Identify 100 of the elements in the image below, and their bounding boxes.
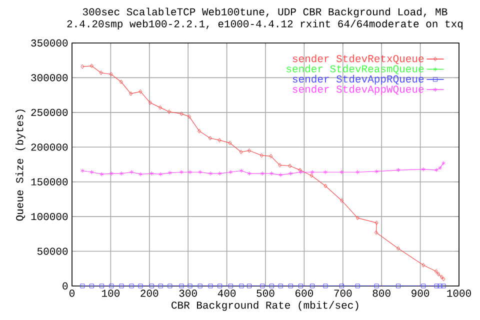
point [89, 284, 94, 288]
point [228, 284, 233, 288]
point [396, 284, 400, 288]
point [100, 172, 104, 176]
point [188, 114, 192, 119]
point [288, 164, 292, 168]
x-axis-title: CBR Background Rate (mbit/sec) [172, 301, 358, 311]
point [288, 284, 293, 288]
point [374, 284, 379, 288]
point [228, 170, 233, 174]
point [239, 284, 244, 288]
point [374, 169, 379, 174]
y-tick-label: 350000 [31, 39, 68, 47]
point [99, 70, 103, 76]
y-tick-label: 150000 [31, 178, 68, 186]
point [298, 284, 303, 288]
point [310, 284, 315, 288]
x-tick-label: 900 [412, 290, 430, 297]
y-tick-label: 200000 [31, 144, 68, 151]
point [270, 171, 274, 176]
point [438, 284, 442, 288]
legend-label: sender StdevRetxQueue [292, 54, 424, 64]
point [278, 284, 283, 288]
point [218, 284, 222, 288]
x-tick-label: 200 [140, 290, 158, 297]
point [340, 170, 344, 174]
chart-subtitle: 2.4.20smp web100-2.2.1, e1000-4.4.12 rxint 64/64moderate on txq [67, 20, 462, 30]
point [324, 170, 328, 174]
x-tick-label: 700 [334, 290, 352, 297]
point [396, 168, 400, 172]
point [119, 80, 123, 84]
point [374, 230, 378, 235]
point [441, 284, 446, 288]
point [324, 184, 328, 188]
point [188, 170, 192, 174]
point [208, 284, 213, 288]
point [260, 153, 264, 158]
point [208, 136, 212, 140]
point [421, 284, 426, 288]
point [218, 171, 222, 176]
point [278, 162, 282, 168]
point [198, 284, 202, 288]
point [90, 64, 94, 68]
legend-label: sender StdevAppRQueue [292, 74, 424, 85]
x-tick-label: 300 [179, 290, 197, 297]
point [158, 172, 163, 176]
point [356, 216, 360, 220]
point [269, 284, 274, 288]
point [288, 171, 293, 176]
y-axis-title: Queue Size (bytes) [16, 110, 26, 221]
point [120, 171, 124, 176]
chart-title: 300sec ScalableTCP Web100tune, UDP CBR Background Load, MB [82, 8, 448, 18]
point [260, 171, 264, 176]
point [180, 170, 184, 174]
point [129, 284, 134, 288]
point [80, 284, 85, 288]
y-tick-label: 250000 [31, 108, 68, 116]
point [269, 154, 273, 158]
legend-label: sender StdevReasmQueue [286, 64, 424, 74]
point [130, 170, 134, 174]
point [109, 284, 114, 288]
point [239, 150, 243, 154]
point [149, 284, 154, 288]
point [240, 168, 244, 173]
point [158, 284, 163, 288]
point [109, 72, 113, 76]
point [248, 148, 251, 153]
y-tick-label: 0 [62, 282, 68, 290]
y-tick-label: 50000 [37, 248, 68, 255]
point [208, 171, 213, 176]
point [339, 284, 344, 288]
x-tick-label: 100 [102, 290, 120, 297]
point [218, 138, 222, 142]
point [150, 171, 154, 176]
point [148, 100, 152, 105]
x-tick-label: 1000 [447, 290, 471, 297]
point [100, 284, 104, 288]
point [355, 284, 360, 288]
point [396, 246, 400, 251]
point [138, 172, 142, 176]
point [167, 109, 171, 114]
point [422, 262, 426, 268]
point [188, 284, 192, 288]
point [246, 284, 252, 288]
point [310, 170, 314, 174]
point [278, 172, 283, 178]
point [129, 91, 133, 96]
point [138, 89, 142, 94]
x-tick-label: 400 [218, 290, 236, 297]
point [228, 140, 232, 146]
point [198, 170, 202, 174]
point [323, 284, 328, 288]
point [90, 170, 94, 174]
x-tick-label: 500 [256, 290, 274, 297]
y-tick-label: 100000 [31, 212, 68, 220]
x-tick-label: 0 [69, 290, 74, 297]
point [434, 284, 439, 288]
point [179, 284, 184, 288]
point [436, 272, 440, 276]
point [421, 167, 426, 172]
